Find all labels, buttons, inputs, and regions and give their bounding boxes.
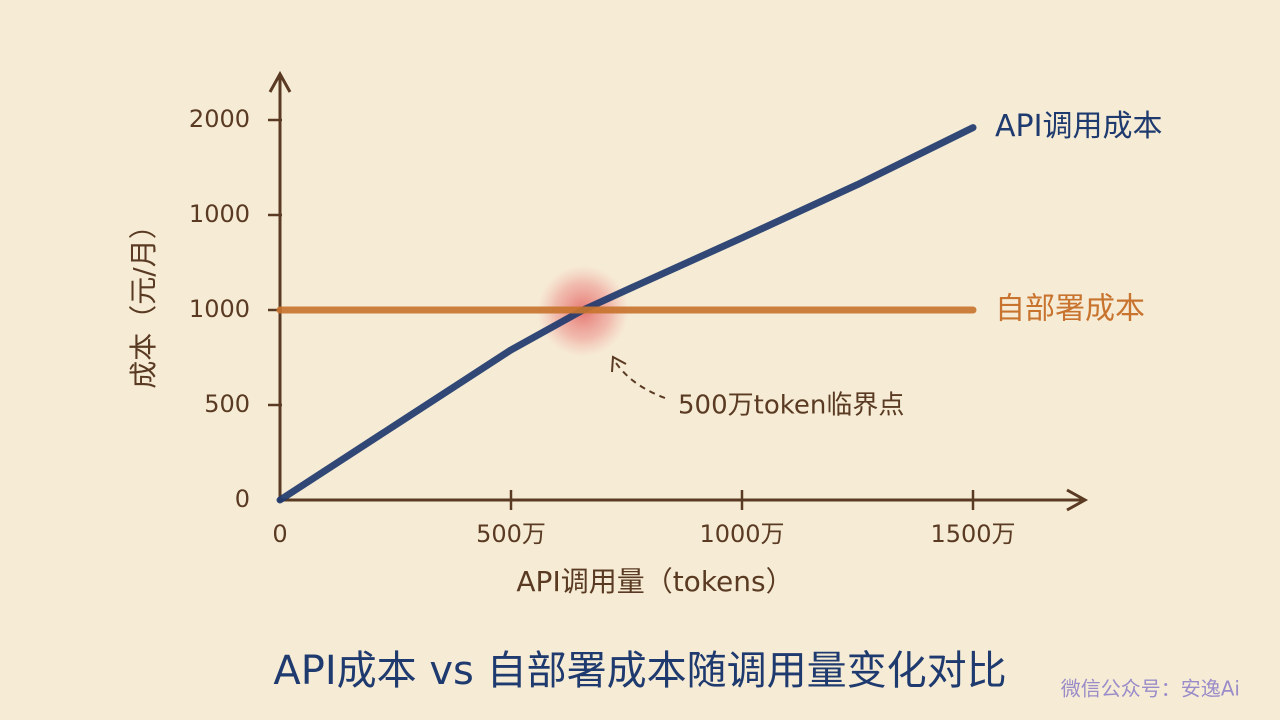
annotation: 500万token临界点: [678, 391, 904, 421]
y-tick-label: 1000: [189, 295, 250, 323]
y-tick-label: 500: [204, 390, 250, 418]
y-axis-label: 成本（元/月）: [127, 211, 160, 388]
x-tick-label: 1500万: [930, 520, 1015, 548]
x-arrow: [1066, 488, 1089, 512]
chart-title: API成本 vs 自部署成本随调用量变化对比: [273, 648, 1006, 694]
axes: [268, 70, 1089, 512]
series-label: API调用成本: [995, 109, 1162, 144]
x-axis-label: API调用量（tokens）: [516, 565, 793, 598]
annotation-arrowhead: [611, 355, 627, 373]
x-tick-label: 500万: [476, 520, 546, 548]
x-tick-label: 1000万: [699, 520, 784, 548]
y-tick-label: 0: [235, 485, 250, 513]
series-line: [276, 124, 977, 504]
y-tick-label: 1000: [189, 200, 250, 228]
x-tick-label: 0: [272, 520, 287, 548]
y-tick-label: 2000: [189, 105, 250, 133]
watermark: 微信公众号：安逸Ai: [1061, 677, 1240, 701]
y-arrow: [268, 70, 292, 93]
series-label: 自部署成本: [995, 292, 1145, 327]
annotation-arrow: [613, 359, 666, 399]
